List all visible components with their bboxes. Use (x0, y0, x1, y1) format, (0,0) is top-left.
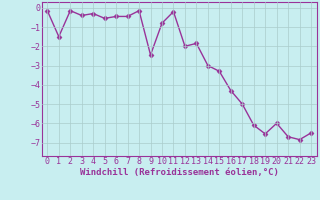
X-axis label: Windchill (Refroidissement éolien,°C): Windchill (Refroidissement éolien,°C) (80, 168, 279, 177)
